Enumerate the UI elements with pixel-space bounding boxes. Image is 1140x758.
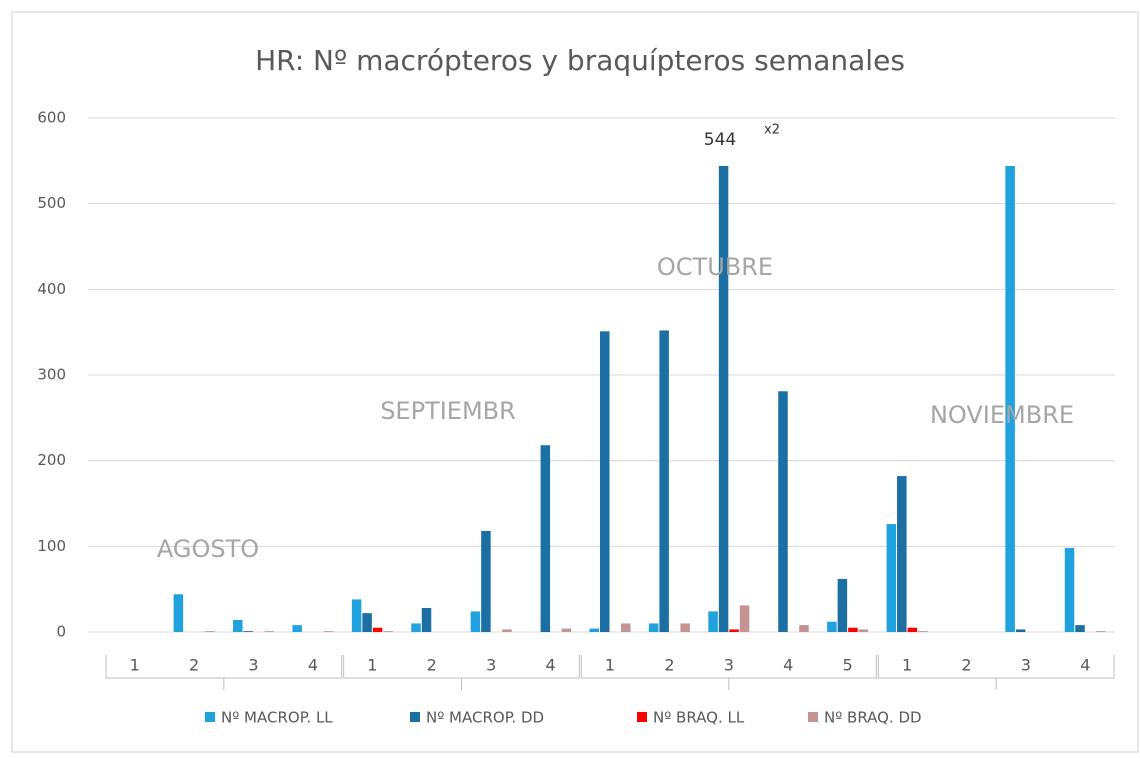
bar <box>907 627 918 632</box>
annotation: 544 <box>704 130 736 150</box>
y-tick-label: 500 <box>37 194 66 212</box>
legend-swatch <box>410 712 420 722</box>
bar <box>858 629 869 632</box>
bar <box>383 631 393 632</box>
bar <box>837 578 848 632</box>
x-tick-label: 4 <box>1080 656 1090 675</box>
bar <box>848 627 858 632</box>
y-tick-label: 400 <box>37 280 66 298</box>
bar <box>718 165 729 632</box>
legend-label: Nº MACROP. DD <box>426 709 544 727</box>
bar <box>540 445 551 632</box>
legend-swatch <box>637 712 647 722</box>
bar <box>411 623 421 632</box>
x-tick-label: 2 <box>189 656 199 675</box>
bar <box>243 631 254 632</box>
x-tick-label: 1 <box>367 656 377 675</box>
chart-frame <box>11 11 1139 753</box>
bar <box>600 331 610 632</box>
bar <box>470 611 481 632</box>
x-tick-label: 3 <box>724 656 734 675</box>
x-tick-label: 1 <box>130 656 140 675</box>
bar <box>648 623 659 632</box>
bar <box>323 631 334 632</box>
bar <box>708 611 718 632</box>
x-tick-label: 5 <box>843 656 853 675</box>
x-tick-label: 3 <box>486 656 496 675</box>
axis-bracket <box>105 655 343 690</box>
bar <box>233 620 243 632</box>
legend-label: Nº BRAQ. LL <box>653 709 745 727</box>
bar <box>729 629 739 632</box>
y-tick-label: 0 <box>56 623 66 641</box>
y-tick-label: 600 <box>37 109 66 127</box>
bar <box>205 631 215 632</box>
bar <box>680 623 690 632</box>
x-tick-label: 4 <box>545 656 555 675</box>
bar <box>421 608 432 632</box>
annotation: x2 <box>764 123 780 138</box>
y-tick-label: 100 <box>37 537 66 555</box>
bar <box>481 530 491 632</box>
annotation: OCTUBRE <box>657 253 773 281</box>
bar <box>502 629 512 632</box>
bar <box>351 599 362 632</box>
annotation: SEPTIEMBR <box>380 397 516 425</box>
x-tick-label: 3 <box>1021 656 1031 675</box>
bar <box>1005 165 1015 632</box>
axis-bracket <box>877 655 1115 690</box>
bar <box>561 628 572 632</box>
x-tick-label: 3 <box>248 656 258 675</box>
bar <box>886 524 897 632</box>
legend-label: Nº MACROP. LL <box>221 709 333 727</box>
bar <box>1096 631 1106 632</box>
x-tick-label: 1 <box>605 656 615 675</box>
y-tick-label: 200 <box>37 451 66 469</box>
axis-bracket <box>580 655 877 690</box>
bar <box>372 627 383 632</box>
bar <box>1064 548 1075 632</box>
bar <box>918 631 928 632</box>
y-tick-label: 300 <box>37 366 66 384</box>
x-tick-label: 1 <box>902 656 912 675</box>
x-tick-label: 4 <box>308 656 318 675</box>
bar <box>173 594 184 632</box>
legend-label: Nº BRAQ. DD <box>824 709 922 727</box>
bar <box>1015 629 1026 632</box>
axis-bracket <box>343 655 580 690</box>
x-tick-label: 2 <box>427 656 437 675</box>
legend-swatch <box>808 712 818 722</box>
chart-title: HR: Nº macrópteros y braquípteros semana… <box>255 44 905 77</box>
bar <box>897 476 907 632</box>
legend-swatch <box>205 712 215 722</box>
bar <box>589 628 599 632</box>
annotation: AGOSTO <box>157 535 259 563</box>
bar <box>362 613 372 632</box>
x-tick-label: 4 <box>783 656 793 675</box>
bar <box>739 605 750 632</box>
bar <box>621 623 631 632</box>
bar <box>827 621 837 632</box>
bar <box>264 631 275 632</box>
bar <box>799 625 809 632</box>
bar <box>659 330 669 632</box>
bar <box>292 625 302 632</box>
x-tick-label: 2 <box>961 656 971 675</box>
annotation: NOVIEMBRE <box>930 401 1074 429</box>
x-tick-label: 2 <box>664 656 674 675</box>
bar <box>778 391 788 632</box>
bar <box>1075 625 1085 632</box>
